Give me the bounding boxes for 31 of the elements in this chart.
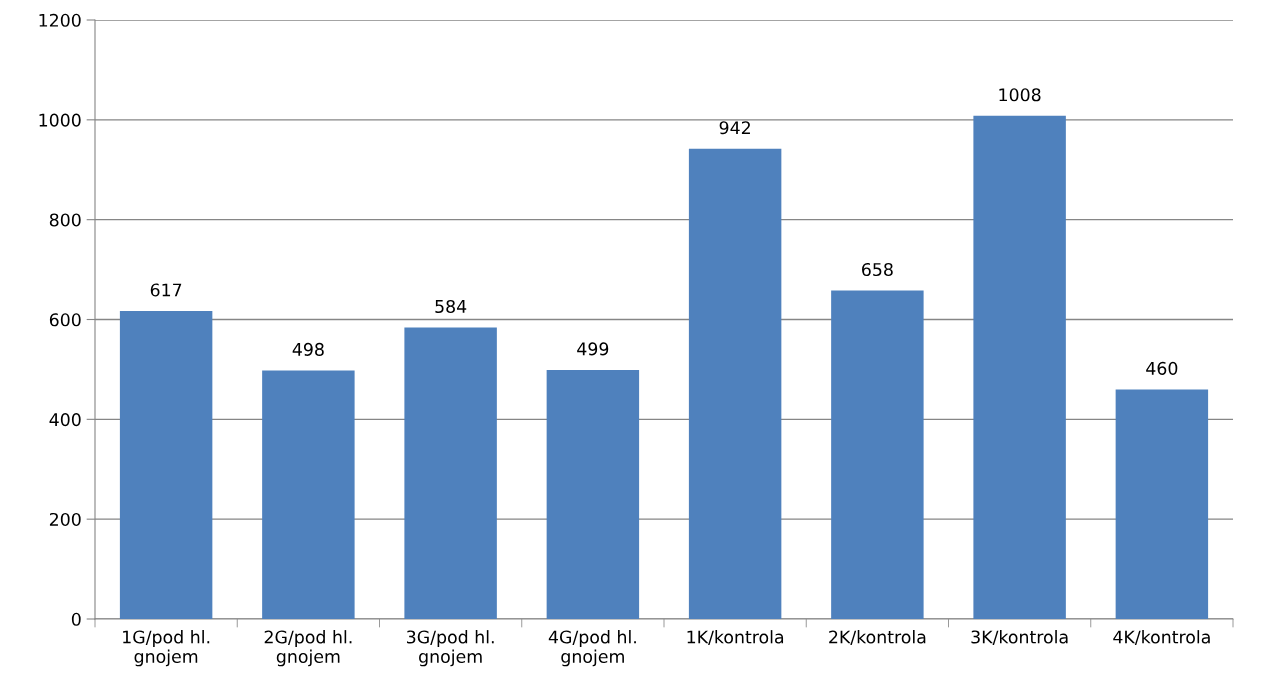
data-label: 1008 [999,88,1041,102]
y-tick-label: 1200 [39,13,81,27]
y-tick-label: 400 [49,413,81,427]
y-tick-label: 200 [49,512,81,527]
data-label: 942 [719,121,750,135]
data-label: 617 [150,283,182,297]
x-tick-label: 1K/kontrola [687,630,784,645]
x-tick-label: 3K/kontrola [971,630,1068,645]
bar [973,115,1066,619]
bar [546,369,640,619]
bar [262,370,355,619]
data-label: 499 [577,342,609,356]
x-tick-label: 2G/pod hl. gnojem [264,630,352,667]
bar [404,327,497,619]
data-label: 584 [435,299,467,314]
x-tick-label: 1G/pod hl. gnojem [123,630,210,667]
bar [688,148,782,619]
x-tick-label: 4G/pod hl. gnojem [548,630,636,667]
bar [831,290,924,619]
x-tick-label: 2K/kontrola [829,630,926,645]
data-label: 460 [1146,361,1178,375]
y-tick-label: 0 [71,612,81,626]
x-tick-label: 4K/kontrola [1113,630,1210,645]
y-tick-label: 600 [49,313,81,327]
bar [1115,389,1209,619]
x-tick-label: 3G/pod hl. gnojem [407,630,494,667]
y-tick-label: 1000 [39,113,81,127]
bar [119,311,213,619]
data-label: 498 [292,342,324,356]
y-tick-label: 800 [49,213,81,227]
data-label: 658 [862,262,893,277]
